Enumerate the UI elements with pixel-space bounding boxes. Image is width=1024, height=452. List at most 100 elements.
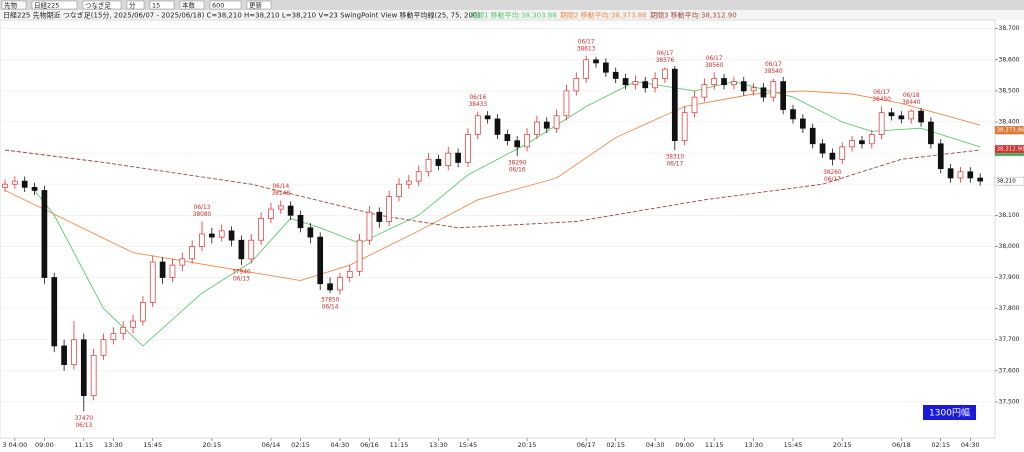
x-tick-label: 11:15 <box>390 441 409 449</box>
toolbar-button[interactable] <box>246 0 272 10</box>
price-marker <box>994 176 1024 186</box>
candle-body <box>228 230 235 241</box>
candle-body <box>21 180 28 188</box>
toolbar-label: つなぎ足 <box>85 1 112 10</box>
candle-body <box>130 320 136 328</box>
x-tick-label: 3 04:00 <box>2 441 27 449</box>
candle-body <box>918 110 924 123</box>
candle-body <box>553 115 560 129</box>
candle-body <box>780 81 787 110</box>
candle-body <box>327 283 333 291</box>
candle-body <box>297 214 304 229</box>
candle-body <box>80 339 87 397</box>
candle-body <box>612 71 619 79</box>
candle-body <box>406 180 412 185</box>
candle-body <box>31 186 38 191</box>
swing-price: 38080 <box>193 212 212 218</box>
toolbar-button[interactable] <box>31 0 78 10</box>
candle-body <box>681 112 688 142</box>
candle-body <box>849 140 855 148</box>
legend-entry: 期間3 移動平均:38,312.90 <box>650 11 737 20</box>
candle-body <box>662 68 668 79</box>
candle-body <box>189 246 195 260</box>
y-tick-label: 38,400 <box>999 119 1020 126</box>
x-tick-label: 06/17 <box>577 441 596 449</box>
swing-date: 06/18 <box>903 93 920 99</box>
y-tick-label: 37,900 <box>999 274 1020 281</box>
x-tick-label: 11:15 <box>74 441 93 449</box>
candle-body <box>652 78 658 89</box>
candle-body <box>100 339 107 356</box>
candle-body <box>61 345 67 365</box>
candle-body <box>937 143 944 170</box>
candle-body <box>366 211 373 241</box>
toolbar-button[interactable] <box>82 0 122 10</box>
toolbar-label: 分 <box>129 1 136 10</box>
chart-title: 日経225 先物期近 つなぎ足(15分, 2025/06/07 - 2025/0… <box>3 11 480 20</box>
toolbar-button[interactable] <box>1 0 27 10</box>
swing-date: 06/13 <box>75 423 92 429</box>
candle-body <box>268 208 274 219</box>
candle-body <box>593 59 599 64</box>
candle-body <box>514 140 521 148</box>
candle-body <box>474 115 481 135</box>
swing-price: 38310 <box>666 155 685 161</box>
price-marker-label: 38,210 <box>997 179 1017 185</box>
moving-average-line <box>34 81 981 347</box>
candle-body <box>169 264 176 278</box>
swing-price: 38260 <box>823 170 842 176</box>
swing-date: 06/16 <box>509 168 526 174</box>
candle-body <box>90 354 97 397</box>
candle-body <box>425 158 432 173</box>
candle-body <box>750 87 757 92</box>
toolbar-button[interactable] <box>209 0 242 10</box>
candle-body <box>602 62 609 73</box>
candle-body <box>859 140 865 145</box>
candle-body <box>967 171 974 179</box>
candle-body <box>534 121 540 135</box>
candle-body <box>888 112 895 117</box>
toolbar-button[interactable] <box>126 0 145 10</box>
candle-body <box>622 78 629 86</box>
x-tick-label: 15:45 <box>459 441 478 449</box>
moving-average-line <box>4 149 981 229</box>
swing-date: 06/17 <box>657 51 674 57</box>
candle-body <box>770 81 777 98</box>
candle-body <box>396 183 402 198</box>
x-tick-label: 13:30 <box>744 441 763 449</box>
candle-body <box>12 180 18 185</box>
swing-date: 06/17 <box>824 177 841 183</box>
price-marker-label: 38,312.90 <box>997 147 1024 153</box>
candle-body <box>642 81 649 89</box>
legend-entry: 期間2 移動平均:38,373.86 <box>560 11 647 20</box>
candle-body <box>179 258 186 266</box>
x-tick-label: 20:15 <box>518 441 537 449</box>
candle-body <box>415 171 422 182</box>
candle-body <box>258 218 264 241</box>
swing-price: 38450 <box>872 97 891 103</box>
y-tick-label: 38,700 <box>999 25 1020 32</box>
candle-body <box>110 333 117 341</box>
swing-date: 06/17 <box>666 162 683 168</box>
toolbar-button[interactable] <box>149 0 175 10</box>
swing-price: 38560 <box>705 63 724 69</box>
candle-body <box>908 110 915 120</box>
candle-body <box>839 146 846 160</box>
candle-body <box>878 112 885 135</box>
candle-body <box>809 127 816 145</box>
y-tick-label: 37,700 <box>999 336 1020 343</box>
toolbar-button[interactable] <box>179 0 205 10</box>
y-tick-label: 38,500 <box>999 87 1020 94</box>
x-tick-label: 04:30 <box>646 441 665 449</box>
candle-body <box>829 152 836 160</box>
swing-date: 06/16 <box>469 95 486 101</box>
x-tick-label: 09:00 <box>675 441 694 449</box>
candle-body <box>376 211 383 222</box>
swing-price: 37850 <box>321 298 340 304</box>
swing-price: 38576 <box>656 58 675 64</box>
candle-body <box>711 78 718 86</box>
candle-body <box>307 227 314 238</box>
candle-body <box>317 236 324 285</box>
candle-body <box>199 233 205 247</box>
